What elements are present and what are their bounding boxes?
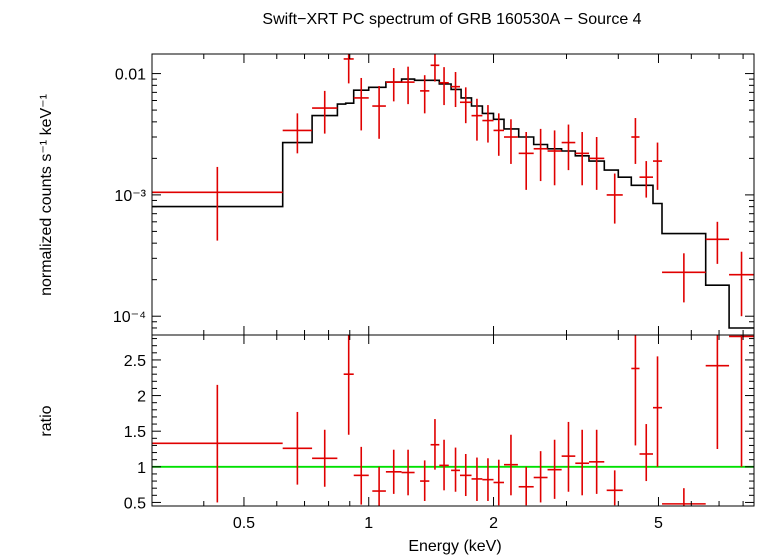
- data-point: [705, 221, 730, 264]
- data-point: [561, 421, 576, 492]
- data-point: [420, 75, 430, 114]
- data-point: [353, 77, 369, 131]
- data-point: [482, 458, 494, 502]
- data-point: [533, 128, 548, 182]
- data-point: [312, 90, 338, 134]
- data-point: [343, 54, 354, 84]
- data-point: [729, 335, 754, 467]
- data-point: [282, 411, 313, 485]
- x-tick-label: 5: [654, 515, 663, 532]
- data-point: [353, 446, 369, 505]
- data-point: [575, 131, 590, 186]
- y-tick-label: 2.5: [124, 353, 146, 370]
- data-point: [705, 335, 730, 449]
- data-point: [589, 429, 605, 494]
- data-point: [482, 105, 494, 143]
- data-point: [652, 142, 663, 190]
- y-tick-label: 1.5: [124, 424, 146, 441]
- bottom-y-axis-label: ratio: [38, 405, 55, 436]
- top-y-axis-label: normalized counts s⁻¹ keV⁻¹: [38, 94, 55, 296]
- data-point: [631, 118, 640, 164]
- data-point: [729, 251, 754, 317]
- data-point: [459, 453, 472, 497]
- bottom-panel-frame: [151, 334, 755, 507]
- data-point: [631, 335, 640, 446]
- data-point: [471, 457, 483, 502]
- data-point: [430, 419, 440, 470]
- data-point: [547, 130, 562, 186]
- data-point: [606, 173, 623, 224]
- data-point: [504, 434, 518, 496]
- data-point: [561, 124, 576, 171]
- bottom-panel-ticks: 0.5 1 1.5 2 2.5 0.5 1 2 5: [124, 335, 754, 532]
- data-point: [662, 488, 706, 506]
- top-panel-frame: [151, 53, 755, 336]
- data-point: [459, 87, 472, 124]
- data-point: [652, 356, 663, 467]
- y-tick-label: 0.5: [124, 495, 146, 512]
- data-point: [504, 119, 518, 164]
- data-point: [420, 460, 430, 502]
- y-tick-label: 2: [137, 389, 146, 406]
- data-point: [401, 66, 415, 105]
- data-point: [343, 335, 354, 435]
- x-axis-label: Energy (keV): [408, 538, 501, 555]
- data-point: [430, 54, 440, 82]
- data-point: [385, 68, 402, 102]
- data-point: [493, 459, 505, 506]
- data-point: [372, 85, 386, 139]
- bottom-panel-data: [152, 335, 754, 506]
- data-point: [518, 131, 534, 190]
- data-point: [493, 113, 505, 156]
- model-step-line: [152, 78, 754, 329]
- data-point: [401, 449, 415, 496]
- data-point: [662, 253, 706, 303]
- data-point: [282, 113, 313, 154]
- data-point: [533, 451, 548, 503]
- top-panel-data: [152, 54, 754, 329]
- x-tick-label: 2: [489, 515, 498, 532]
- data-point: [439, 67, 449, 106]
- data-point: [385, 449, 402, 494]
- x-tick-label: 1: [364, 515, 373, 532]
- data-point: [439, 439, 449, 491]
- data-point: [451, 72, 460, 108]
- y-tick-label: 1: [137, 460, 146, 477]
- data-point: [152, 384, 283, 503]
- top-panel-ticks: 0.01 10⁻³ 10⁻⁴: [113, 54, 754, 336]
- data-point: [639, 161, 653, 198]
- data-point: [547, 439, 562, 499]
- data-point: [372, 466, 386, 506]
- data-point: [471, 98, 483, 141]
- chart-title: Swift−XRT PC spectrum of GRB 160530A − S…: [262, 11, 641, 28]
- data-point: [606, 470, 623, 506]
- data-point: [575, 429, 590, 496]
- y-tick-label: 10⁻³: [114, 188, 146, 205]
- y-tick-label: 0.01: [115, 67, 146, 84]
- y-tick-label: 10⁻⁴: [113, 309, 146, 326]
- data-point: [518, 466, 534, 506]
- data-point: [589, 137, 605, 190]
- data-point: [451, 447, 460, 492]
- data-point: [152, 166, 283, 241]
- x-tick-label: 0.5: [233, 515, 255, 532]
- data-point: [312, 429, 338, 487]
- data-point: [639, 424, 653, 482]
